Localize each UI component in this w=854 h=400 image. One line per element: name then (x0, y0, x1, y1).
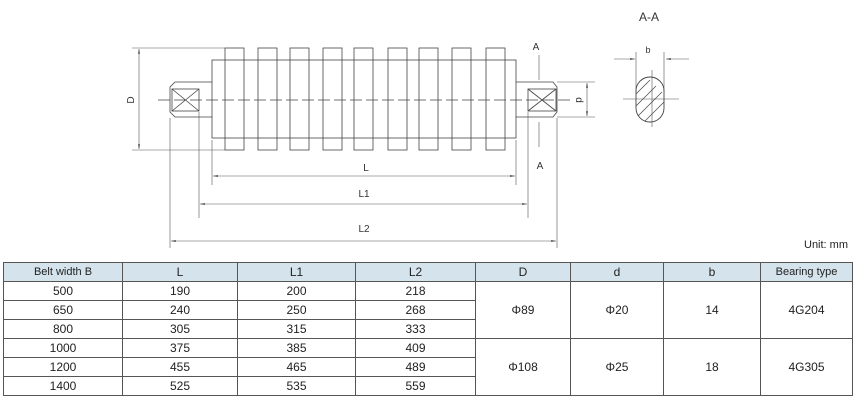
roller-ring (224, 47, 245, 151)
cell-b: 14 (663, 281, 761, 339)
table-row: 800 305 315 333 (3, 319, 853, 339)
table-row: 500 190 200 218 Φ89 Φ20 14 4G204 (3, 281, 853, 339)
cell-L2: 409 (355, 338, 476, 358)
roller-rings (224, 47, 506, 151)
table-row: 650 240 250 268 (3, 300, 853, 320)
roller-ring (289, 47, 310, 151)
cell-belt-width: 1200 (3, 357, 123, 377)
cell-L2: 559 (355, 376, 476, 396)
roller-ring (322, 47, 343, 151)
section-title: A-A (639, 10, 659, 24)
cell-b: 18 (663, 338, 761, 396)
header-D: D (475, 262, 571, 282)
dim-label-d: d (573, 97, 584, 103)
cell-D: Φ89 (475, 281, 571, 339)
cell-L: 455 (122, 357, 238, 377)
spec-table: Belt width B L L1 L2 D d b Bearing type … (3, 262, 853, 396)
cell-d: Φ25 (570, 338, 664, 396)
cell-L1: 250 (237, 300, 356, 320)
cell-L2: 489 (355, 357, 476, 377)
section-mark-bottom: A (537, 161, 544, 172)
cell-L1: 385 (237, 338, 356, 358)
header-L: L (122, 262, 238, 282)
roller-ring (485, 47, 506, 151)
cell-d: Φ20 (570, 281, 664, 339)
header-L1: L1 (237, 262, 356, 282)
cell-L: 305 (122, 319, 238, 339)
dimension-lines (132, 47, 689, 248)
roller-drawing: D d L L1 L2 A A A-A b (126, 10, 689, 248)
dim-label-b: b (645, 45, 650, 55)
dim-label-L1: L1 (358, 189, 370, 200)
table-row: 1400 525 535 559 (3, 376, 853, 396)
cell-bearing-type: 4G305 (760, 338, 853, 396)
header-b: b (663, 262, 761, 282)
cell-L2: 218 (355, 281, 476, 301)
cell-bearing-type: 4G204 (760, 281, 853, 339)
roller-ring (418, 47, 439, 151)
cell-belt-width: 500 (3, 281, 123, 301)
cell-belt-width: 1400 (3, 376, 123, 396)
section-mark-top: A (533, 42, 540, 53)
section-view (635, 76, 665, 123)
roller-ring (257, 47, 278, 151)
cell-belt-width: 800 (3, 319, 123, 339)
cell-L: 240 (122, 300, 238, 320)
cell-L: 525 (122, 376, 238, 396)
dim-label-L2: L2 (358, 224, 370, 235)
cell-L1: 315 (237, 319, 356, 339)
unit-label: Unit: mm (804, 239, 848, 251)
cell-L2: 333 (355, 319, 476, 339)
cell-L: 190 (122, 281, 238, 301)
table-row: 1000 375 385 409 Φ108 Φ25 18 4G305 (3, 338, 853, 396)
cell-belt-width: 650 (3, 300, 123, 320)
header-bearing-type: Bearing type (760, 262, 853, 282)
cell-L1: 200 (237, 281, 356, 301)
cell-belt-width: 1000 (3, 338, 123, 358)
cell-D: Φ108 (475, 338, 571, 396)
cell-L2: 268 (355, 300, 476, 320)
header-belt-width: Belt width B (3, 262, 123, 282)
dim-label-L: L (363, 163, 369, 174)
roller-body (158, 47, 570, 151)
table-header-row: Belt width B L L1 L2 D d b Bearing type (3, 262, 853, 282)
roller-ring (451, 47, 472, 151)
roller-ring (387, 47, 408, 151)
header-L2: L2 (355, 262, 476, 282)
cell-L1: 465 (237, 357, 356, 377)
dim-label-D: D (126, 96, 137, 103)
cell-L1: 535 (237, 376, 356, 396)
roller-ring (353, 47, 374, 151)
cell-L: 375 (122, 338, 238, 358)
header-d: d (570, 262, 664, 282)
